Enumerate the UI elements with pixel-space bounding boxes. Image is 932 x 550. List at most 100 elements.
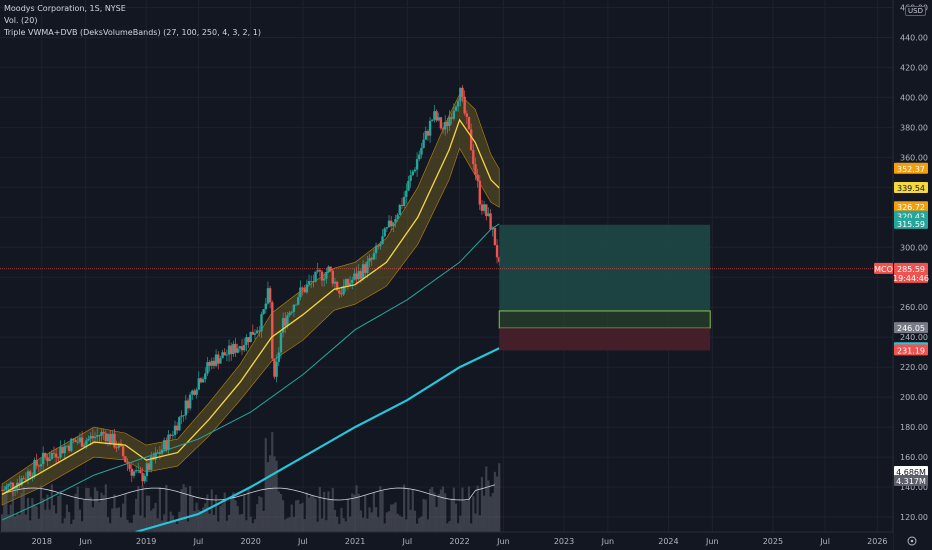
volume-bar — [176, 523, 179, 532]
candle-body — [454, 106, 458, 111]
candle-body — [318, 270, 322, 272]
volume-bar — [197, 509, 200, 532]
candle-body — [288, 312, 291, 316]
candle-body — [11, 482, 15, 489]
volume-bar — [182, 484, 185, 532]
volume-bar — [171, 515, 174, 532]
volume-bar — [463, 500, 466, 532]
x-tick-label: 2020 — [240, 537, 260, 546]
volume-bar — [290, 504, 293, 532]
candle-body — [22, 478, 25, 480]
volume-bar — [98, 501, 101, 532]
indicator-legend[interactable]: Triple VWMA+DVB (DeksVolumeBands) (27, 1… — [4, 28, 261, 37]
volume-bar — [35, 506, 38, 532]
volume-bar — [489, 496, 492, 532]
candle-body — [331, 270, 335, 284]
candle-body — [186, 400, 190, 409]
candle-body — [89, 435, 92, 439]
volume-bar — [141, 485, 144, 532]
x-tick-label: 2021 — [345, 537, 365, 546]
candle-body — [111, 433, 114, 444]
volume-bar — [396, 513, 399, 532]
volume-bar — [55, 513, 58, 532]
long-position-tool[interactable] — [498, 224, 711, 351]
volume-bar — [452, 487, 455, 532]
volume-bar — [96, 490, 99, 532]
currency-label[interactable]: USD — [905, 6, 926, 16]
y-tick-label: 240.00 — [900, 333, 928, 342]
candle-body — [83, 444, 86, 447]
candle-body — [130, 468, 133, 476]
volume-bar — [299, 503, 302, 532]
price-tag-bg — [894, 162, 928, 174]
volume-legend[interactable]: Vol. (20) — [4, 16, 38, 25]
price-tag-text: 320.43 — [897, 213, 925, 222]
x-tick-label: 2023 — [554, 537, 574, 546]
candle-body — [452, 110, 456, 119]
candle-body — [292, 304, 296, 312]
volume-bar — [31, 498, 34, 532]
symbol-legend[interactable]: Moodys Corporation, 1S, NYSE — [4, 4, 126, 13]
volume-bar — [74, 493, 77, 532]
volume-bar — [70, 523, 73, 532]
candle-body — [145, 463, 149, 477]
candle-body — [70, 438, 73, 451]
volume-bar — [359, 510, 363, 532]
volume-bar — [286, 518, 289, 532]
volume-bar — [11, 485, 14, 532]
candle-body — [320, 271, 324, 281]
candle-body — [374, 245, 378, 254]
candle-body — [446, 121, 449, 126]
candle-body — [201, 379, 205, 383]
volume-bar — [323, 491, 326, 532]
candle-body — [108, 434, 112, 444]
volume-bar — [214, 494, 218, 532]
volume-bar — [355, 485, 358, 532]
volume-bar — [485, 466, 488, 532]
candle-body — [221, 352, 224, 359]
candle-body — [9, 482, 12, 485]
volume-bar — [331, 487, 334, 532]
volume-bar — [260, 497, 263, 532]
volume-bar — [418, 518, 421, 532]
candle-body — [413, 169, 417, 172]
candle-body — [370, 258, 373, 260]
candle-body — [376, 245, 380, 247]
price-tag-bg — [894, 466, 928, 478]
volume-bar — [312, 495, 315, 532]
volume-bar — [279, 493, 283, 532]
candle-body — [495, 245, 499, 258]
candle-body — [333, 281, 337, 284]
x-tick-label: Jul — [193, 537, 204, 546]
candle-body — [182, 415, 185, 417]
volume-bar — [271, 432, 274, 532]
time-axis[interactable] — [0, 532, 893, 550]
candle-body — [191, 390, 194, 395]
vwma-bands — [1, 93, 500, 506]
candle-body — [31, 475, 34, 477]
settings-gear-icon[interactable] — [907, 536, 917, 546]
candle-body — [396, 214, 399, 219]
y-tick-label: 360.00 — [900, 153, 928, 162]
candle-body — [398, 204, 402, 215]
candle-body — [428, 120, 432, 136]
candle-body — [48, 459, 51, 462]
candle-body — [210, 360, 213, 366]
candle-body — [26, 471, 30, 479]
volume-bar — [450, 498, 453, 532]
candle-body — [227, 345, 231, 355]
volume-bar — [498, 463, 501, 532]
y-tick-label: 180.00 — [900, 423, 928, 432]
candle-body — [3, 489, 6, 491]
volume-bar — [150, 510, 153, 532]
volume-bar — [459, 515, 462, 532]
candle-body — [104, 433, 108, 442]
candle-body — [368, 258, 371, 262]
candle-body — [163, 440, 166, 450]
x-tick-label: 2018 — [32, 537, 52, 546]
y-tick-label: 120.00 — [900, 513, 928, 522]
volume-bars — [0, 432, 501, 532]
volume-bar — [113, 494, 116, 532]
y-tick-label: 200.00 — [900, 393, 928, 402]
